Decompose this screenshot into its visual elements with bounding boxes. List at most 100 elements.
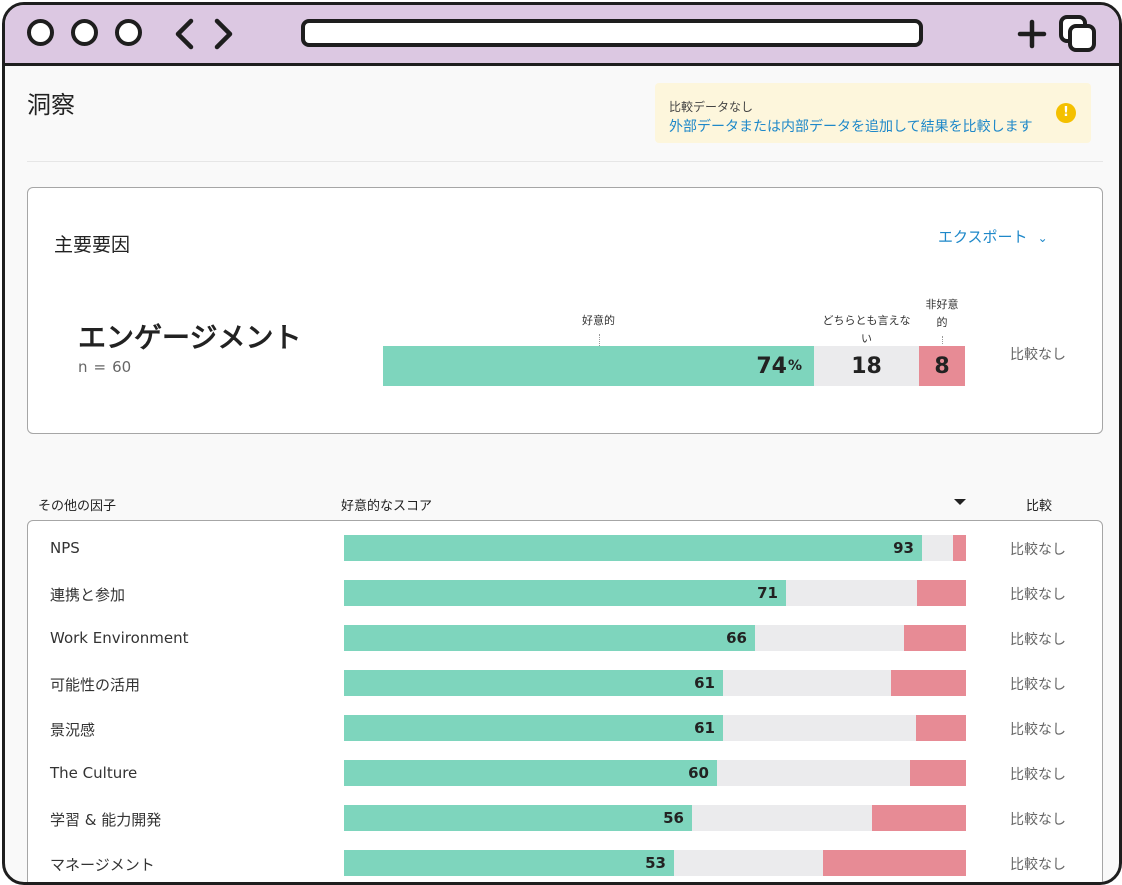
factor-label: NPS — [50, 539, 80, 557]
comparison-status: 比較なし — [1010, 542, 1066, 558]
unfavorable-bar-segment — [904, 625, 966, 651]
favorable-score-value: 53 — [645, 854, 666, 872]
favorable-segment: 74% — [383, 346, 814, 386]
factor-column-header: その他の因子 — [38, 499, 117, 514]
factor-label: The Culture — [50, 764, 138, 782]
favorable-bar-segment — [344, 625, 755, 651]
chevron-down-icon: ⌄ — [1037, 231, 1048, 245]
factor-label: Work Environment — [50, 629, 189, 647]
factor-label: マネージメント — [50, 856, 155, 874]
divider — [27, 161, 1103, 162]
factor-label: 学習 & 能力開発 — [50, 811, 162, 829]
neutral-label-line1: どちらとも言えな — [822, 314, 911, 327]
favorable-bar-segment — [344, 850, 674, 876]
comparison-status: 比較なし — [1010, 347, 1066, 363]
favorable-bar-segment — [344, 580, 786, 606]
favorable-bar-segment — [344, 715, 723, 741]
unfavorable-bar-segment — [872, 805, 966, 831]
factor-label: 景況感 — [50, 721, 96, 739]
page-title: 洞察 — [27, 91, 75, 119]
favorable-bar-segment — [344, 805, 692, 831]
score-bar: 66 — [344, 625, 966, 651]
notice-title: 比較データなし — [669, 100, 754, 114]
favorable-bar-segment — [344, 670, 723, 696]
comparison-status: 比較なし — [1010, 857, 1066, 873]
score-bar: 60 — [344, 760, 966, 786]
factor-row[interactable]: マネージメント 53 比較なし — [28, 840, 1102, 882]
sort-down-icon[interactable] — [954, 499, 966, 505]
unfavorable-bar-segment — [953, 535, 966, 561]
factor-row[interactable]: 学習 & 能力開発 56 比較なし — [28, 795, 1102, 840]
neutral-bar-segment — [755, 625, 904, 651]
factor-row[interactable]: 景況感 61 比較なし — [28, 705, 1102, 750]
favorable-score-value: 61 — [694, 719, 715, 737]
neutral-label: どちらとも言えない — [812, 312, 922, 348]
unfavorable-tick — [942, 336, 943, 344]
neutral-value: 18 — [851, 353, 882, 379]
warning-icon: ! — [1056, 103, 1076, 123]
factor-row[interactable]: NPS 93 比較なし — [28, 525, 1102, 570]
favorable-bar-segment — [344, 760, 717, 786]
neutral-bar-segment — [674, 850, 823, 876]
factor-label: 連携と参加 — [50, 586, 126, 604]
score-bar: 61 — [344, 670, 966, 696]
score-bar: 71 — [344, 580, 966, 606]
window-control-circle[interactable] — [71, 19, 98, 46]
factor-row[interactable]: 連携と参加 71 比較なし — [28, 570, 1102, 615]
window-control-circle[interactable] — [115, 19, 142, 46]
window-control-circle[interactable] — [27, 19, 54, 46]
unfavorable-bar-segment — [916, 715, 966, 741]
unfavorable-bar-segment — [917, 580, 966, 606]
unfavorable-segment: 8 — [919, 346, 965, 386]
score-bar: 53 — [344, 850, 966, 876]
address-bar[interactable] — [301, 19, 923, 47]
neutral-label-line2: い — [861, 332, 872, 345]
factor-row[interactable]: 可能性の活用 61 比較なし — [28, 660, 1102, 705]
score-bar: 93 — [344, 535, 966, 561]
key-driver-card: 主要要因 エクスポート ⌄ エンゲージメント n = 60 好意的 どちらとも言えない… — [27, 187, 1103, 434]
export-dropdown[interactable]: エクスポート ⌄ — [938, 226, 1048, 247]
neutral-bar-segment — [922, 535, 953, 561]
browser-toolbar — [5, 5, 1119, 66]
export-label: エクスポート — [938, 228, 1028, 246]
neutral-segment: 18 — [814, 346, 919, 386]
favorable-bar-segment — [344, 535, 922, 561]
comparison-status: 比較なし — [1010, 677, 1066, 693]
comparison-status: 比較なし — [1010, 767, 1066, 783]
favorable-score-value: 56 — [663, 809, 684, 827]
favorable-score-value: 60 — [688, 764, 709, 782]
back-icon[interactable] — [173, 17, 195, 51]
score-bar: 56 — [344, 805, 966, 831]
sample-size-value: 60 — [112, 358, 132, 376]
new-tab-icon[interactable] — [1017, 19, 1047, 49]
sample-size: n = 60 — [78, 358, 131, 376]
metric-name: エンゲージメント — [78, 321, 302, 354]
unfavorable-label: 非好意的 — [917, 296, 967, 332]
score-bar: 61 — [344, 715, 966, 741]
unfavorable-value: 8 — [934, 353, 950, 379]
factor-label: 可能性の活用 — [50, 676, 141, 694]
favorable-score-value: 71 — [757, 584, 778, 602]
score-column-header[interactable]: 好意的なスコア — [341, 499, 433, 514]
favorable-score-value: 66 — [726, 629, 747, 647]
favorable-tick — [598, 334, 600, 346]
comparison-status: 比較なし — [1010, 632, 1066, 648]
sample-size-label: n — [78, 358, 88, 376]
neutral-bar-segment — [723, 670, 891, 696]
percent-sign: % — [787, 358, 802, 374]
forward-icon[interactable] — [213, 17, 235, 51]
favorable-label: 好意的 — [582, 314, 615, 327]
favorable-score-value: 61 — [694, 674, 715, 692]
unfavorable-label-line1: 非好意 — [925, 298, 959, 311]
compare-column-header: 比較 — [1026, 499, 1053, 514]
factor-row[interactable]: The Culture 60 比較なし — [28, 750, 1102, 795]
factor-row[interactable]: Work Environment 66 比較なし — [28, 615, 1102, 660]
tabs-overview-icon[interactable] — [1057, 13, 1099, 55]
factor-list: NPS 93 比較なし 連携と参加 71 比較なし Work Environment 66 比較… — [27, 520, 1103, 882]
sample-size-equals: = — [93, 358, 107, 376]
unfavorable-bar-segment — [910, 760, 966, 786]
comparison-status: 比較なし — [1010, 812, 1066, 828]
notice-message-link[interactable]: 外部データまたは内部データを追加して結果を比較します — [669, 119, 1033, 135]
favorable-value: 74 — [756, 353, 787, 379]
section-title: 主要要因 — [54, 234, 131, 256]
